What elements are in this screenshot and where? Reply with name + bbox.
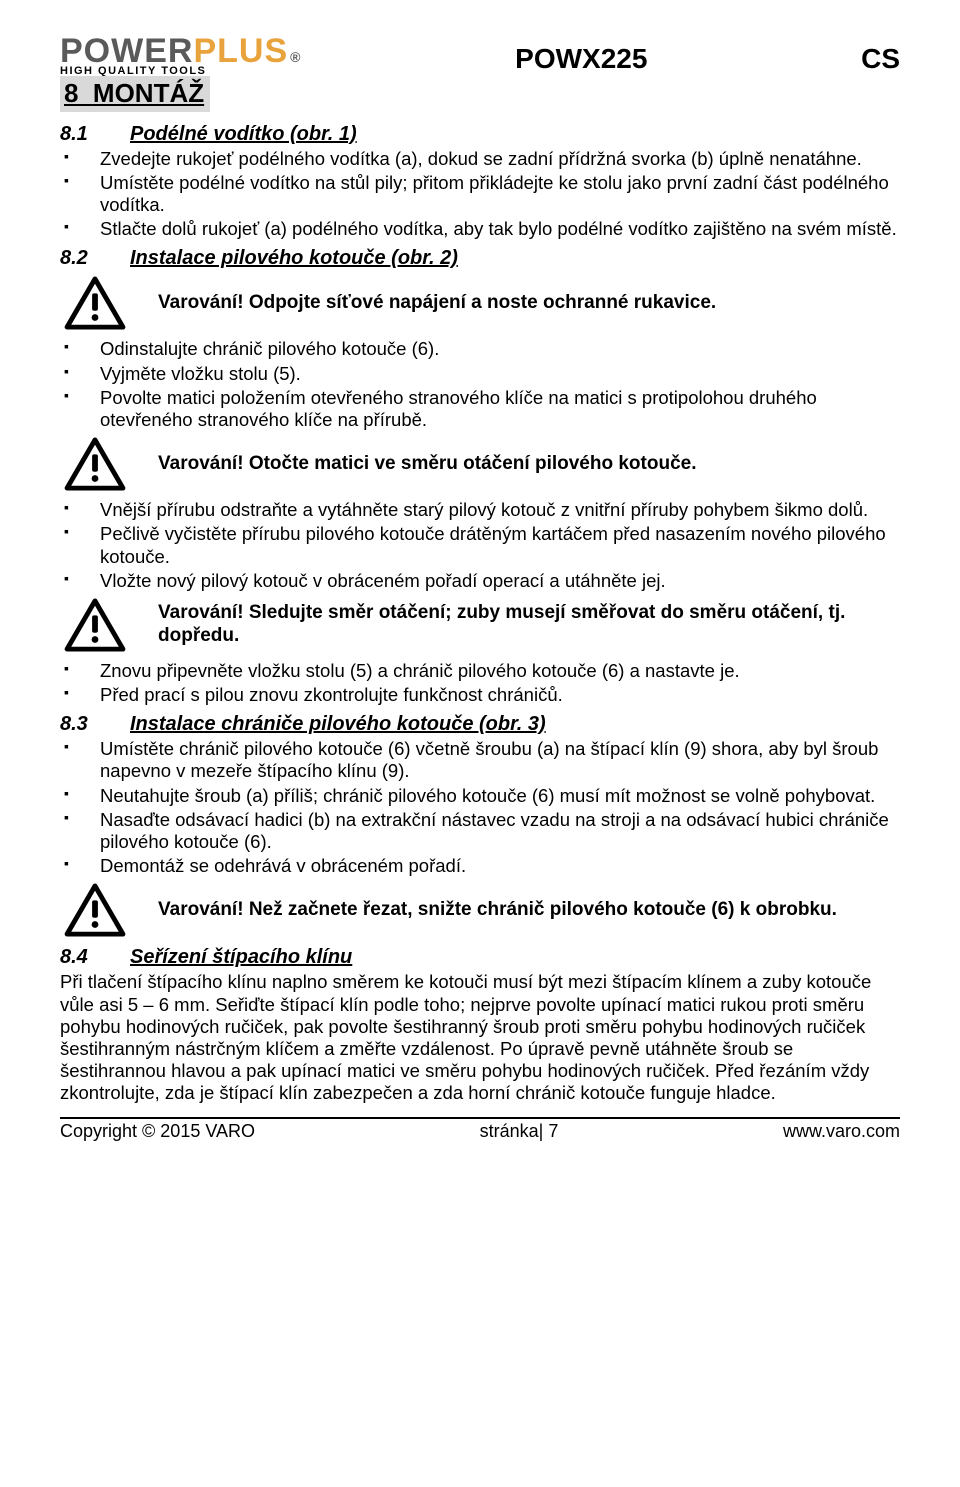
subsection-title: Podélné vodítko (obr. 1) (130, 123, 357, 145)
subsection-8-3-heading: 8.3Instalace chrániče pilového kotouče (… (60, 712, 900, 736)
subsection-number: 8.2 (60, 246, 130, 270)
brand-logo: POWERPLUS® HIGH QUALITY TOOLS (60, 36, 301, 76)
warning-8-2-a: Varování! Odpojte síťové napájení a nost… (60, 276, 900, 330)
paragraph-8-4: Při tlačení štípacího klínu naplno směre… (60, 971, 900, 1104)
subsection-8-2-heading: 8.2Instalace pilového kotouče (obr. 2) (60, 246, 900, 270)
list-item: Vyjměte vložku stolu (5). (60, 363, 900, 385)
warning-icon (64, 598, 126, 652)
subsection-title: Instalace chrániče pilového kotouče (obr… (130, 713, 546, 735)
footer-copyright: Copyright © 2015 VARO (60, 1121, 255, 1143)
section-number: 8 (64, 78, 78, 108)
warning-text: Varování! Otočte matici ve směru otáčení… (158, 453, 697, 476)
list-item: Znovu připevněte vložku stolu (5) a chrá… (60, 660, 900, 682)
list-item: Umístěte podélné vodítko na stůl pily; p… (60, 172, 900, 216)
language-code: CS (861, 42, 900, 76)
list-item: Pečlivě vyčistěte přírubu pilového kotou… (60, 523, 900, 567)
warning-icon (64, 276, 126, 330)
subsection-8-1-heading: 8.1Podélné vodítko (obr. 1) (60, 122, 900, 146)
warning-text: Varování! Než začnete řezat, snižte chrá… (158, 899, 837, 922)
subsection-title: Instalace pilového kotouče (obr. 2) (130, 247, 458, 269)
warning-text: Varování! Sledujte směr otáčení; zuby mu… (158, 602, 900, 648)
logo-tagline: HIGH QUALITY TOOLS (60, 67, 301, 77)
warning-text: Varování! Odpojte síťové napájení a nost… (158, 292, 716, 315)
footer-page-number: stránka| 7 (480, 1121, 559, 1143)
logo-text-plus: PLUS (193, 36, 288, 67)
list-item: Vložte nový pilový kotouč v obráceném po… (60, 570, 900, 592)
list-item: Demontáž se odehrává v obráceném pořadí. (60, 855, 900, 877)
warning-8-2-b: Varování! Otočte matici ve směru otáčení… (60, 437, 900, 491)
subsection-number: 8.3 (60, 712, 130, 736)
subsection-number: 8.4 (60, 945, 130, 969)
list-item: Povolte matici položením otevřeného stra… (60, 387, 900, 431)
list-item: Neutahujte šroub (a) příliš; chránič pil… (60, 785, 900, 807)
warning-8-3: Varování! Než začnete řezat, snižte chrá… (60, 883, 900, 937)
logo-registered: ® (290, 51, 301, 64)
subsection-8-4-heading: 8.4Seřízení štípacího klínu (60, 945, 900, 969)
page-header: POWERPLUS® HIGH QUALITY TOOLS POWX225 CS (60, 36, 900, 76)
list-item: Nasaďte odsávací hadici (b) na extrakční… (60, 809, 900, 853)
page-footer: Copyright © 2015 VARO stránka| 7 www.var… (60, 1117, 900, 1143)
list-item: Umístěte chránič pilového kotouče (6) vč… (60, 738, 900, 782)
list-8-2c: Znovu připevněte vložku stolu (5) a chrá… (60, 660, 900, 706)
subsection-number: 8.1 (60, 122, 130, 146)
logo-text-power: POWER (60, 36, 193, 67)
footer-url: www.varo.com (783, 1121, 900, 1143)
list-8-3: Umístěte chránič pilového kotouče (6) vč… (60, 738, 900, 877)
list-8-1: Zvedejte rukojeť podélného vodítka (a), … (60, 148, 900, 241)
list-item: Před prací s pilou znovu zkontrolujte fu… (60, 684, 900, 706)
warning-8-2-c: Varování! Sledujte směr otáčení; zuby mu… (60, 598, 900, 652)
section-8-heading: 8 MONTÁŽ (60, 76, 210, 111)
list-item: Stlačte dolů rukojeť (a) podélného vodít… (60, 218, 900, 240)
warning-icon (64, 883, 126, 937)
section-title: MONTÁŽ (93, 78, 204, 108)
list-item: Zvedejte rukojeť podélného vodítka (a), … (60, 148, 900, 170)
list-item: Vnější přírubu odstraňte a vytáhněte sta… (60, 499, 900, 521)
list-8-2a: Odinstalujte chránič pilového kotouče (6… (60, 338, 900, 431)
list-8-2b: Vnější přírubu odstraňte a vytáhněte sta… (60, 499, 900, 592)
document-code: POWX225 (301, 42, 861, 76)
subsection-title: Seřízení štípacího klínu (130, 946, 352, 968)
list-item: Odinstalujte chránič pilového kotouče (6… (60, 338, 900, 360)
warning-icon (64, 437, 126, 491)
